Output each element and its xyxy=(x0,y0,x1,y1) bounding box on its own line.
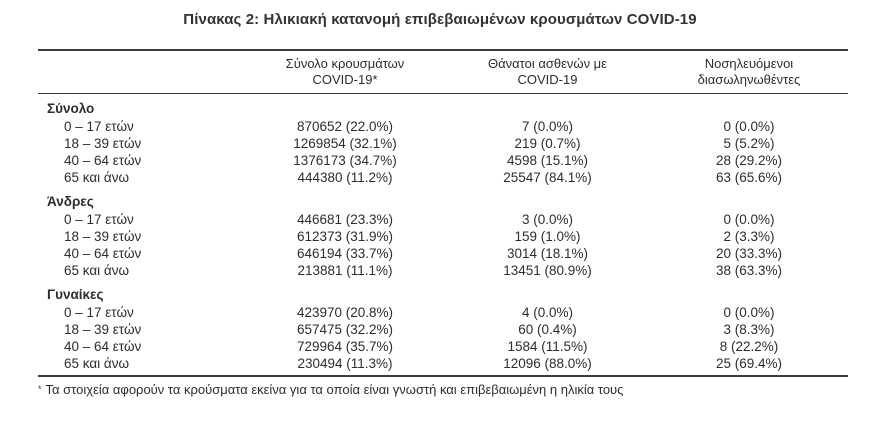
col-header-empty xyxy=(38,56,245,88)
table-body: Σύνολο 0 – 17 ετών 870652 (22.0%) 7 (0.0… xyxy=(38,94,848,375)
age-group-label: 18 – 39 ετών xyxy=(64,322,142,337)
cases-cell: 230494 (11.3%) xyxy=(297,356,393,371)
table-row: 0 – 17 ετών 446681 (23.3%) 3 (0.0%) 0 (0… xyxy=(38,211,848,228)
cases-cell: 646194 (33.7%) xyxy=(296,246,394,261)
section-header-women: Γυναίκες xyxy=(47,287,104,302)
cases-cell: 729964 (35.7%) xyxy=(296,339,394,354)
age-distribution-table: Σύνολο κρουσμάτων COVID-19* Θάνατοι ασθε… xyxy=(38,49,848,398)
cases-cell: 1376173 (34.7%) xyxy=(293,153,397,168)
table-row: 18 – 39 ετών 657475 (32.2%) 60 (0.4%) 3 … xyxy=(38,321,848,338)
section-header-total: Σύνολο xyxy=(47,101,95,116)
deaths-cell: 3 (0.0%) xyxy=(521,212,574,227)
footnote-asterisk: * xyxy=(38,384,42,394)
intubated-cell: 25 (69.4%) xyxy=(715,356,783,371)
age-group-label: 65 και άνω xyxy=(64,263,130,278)
table-header-rule xyxy=(38,93,848,94)
intubated-cell: 0 (0.0%) xyxy=(723,305,775,320)
section-women: Γυναίκες 0 – 17 ετών 423970 (20.8%) 4 (0… xyxy=(38,286,848,372)
table-row: 65 και άνω 230494 (11.3%) 12096 (88.0%) … xyxy=(38,355,848,372)
age-group-label: 65 και άνω xyxy=(64,170,130,185)
table-row: 40 – 64 ετών 646194 (33.7%) 3014 (18.1%)… xyxy=(38,245,848,262)
col-header-deaths-line1: Θάνατοι ασθενών με xyxy=(488,56,607,71)
age-group-label: 0 – 17 ετών xyxy=(64,305,134,320)
age-group-label: 65 και άνω xyxy=(64,356,130,371)
intubated-cell: 8 (22.2%) xyxy=(719,339,779,354)
col-header-cases-line2: COVID-19* xyxy=(312,72,378,87)
age-group-label: 0 – 17 ετών xyxy=(64,212,134,227)
table-bottom-rule xyxy=(38,375,848,377)
table-row: 18 – 39 ετών 612373 (31.9%) 159 (1.0%) 2… xyxy=(38,228,848,245)
col-header-cases: Σύνολο κρουσμάτων COVID-19* xyxy=(245,56,445,88)
section-men: Άνδρες 0 – 17 ετών 446681 (23.3%) 3 (0.0… xyxy=(38,193,848,279)
col-header-intubated-line1: Νοσηλευόμενοι xyxy=(704,56,794,71)
deaths-cell: 1584 (11.5%) xyxy=(507,339,588,354)
table-row: 65 και άνω 213881 (11.1%) 13451 (80.9%) … xyxy=(38,262,848,279)
deaths-cell: 25547 (84.1%) xyxy=(503,170,592,185)
intubated-cell: 38 (63.3%) xyxy=(715,263,783,278)
cases-cell: 612373 (31.9%) xyxy=(296,229,394,244)
intubated-cell: 2 (3.3%) xyxy=(723,229,775,244)
age-group-label: 18 – 39 ετών xyxy=(64,229,142,244)
intubated-cell: 3 (8.3%) xyxy=(723,322,775,337)
col-header-cases-line1: Σύνολο κρουσμάτων xyxy=(285,56,405,71)
deaths-cell: 60 (0.4%) xyxy=(518,322,577,337)
col-header-intubated: Νοσηλευόμενοι διασωληνωθέντες xyxy=(650,56,848,88)
section-total: Σύνολο 0 – 17 ετών 870652 (22.0%) 7 (0.0… xyxy=(38,100,848,186)
intubated-cell: 5 (5.2%) xyxy=(723,136,775,151)
section-header-men: Άνδρες xyxy=(47,194,94,209)
intubated-cell: 63 (65.6%) xyxy=(715,170,783,185)
cases-cell: 446681 (23.3%) xyxy=(296,212,394,227)
table-row: 40 – 64 ετών 1376173 (34.7%) 4598 (15.1%… xyxy=(38,152,848,169)
deaths-cell: 3014 (18.1%) xyxy=(506,246,589,261)
table-row: 65 και άνω 444380 (11.2%) 25547 (84.1%) … xyxy=(38,169,848,186)
table-row: 0 – 17 ετών 870652 (22.0%) 7 (0.0%) 0 (0… xyxy=(38,118,848,135)
table-row: 0 – 17 ετών 423970 (20.8%) 4 (0.0%) 0 (0… xyxy=(38,304,848,321)
footnote-text: Τα στοιχεία αφορούν τα κρούσματα εκείνα … xyxy=(45,382,624,397)
intubated-cell: 28 (29.2%) xyxy=(715,153,783,168)
cases-cell: 1269854 (32.1%) xyxy=(293,136,397,151)
page-title: Πίνακας 2: Ηλικιακή κατανομή επιβεβαιωμέ… xyxy=(183,11,697,28)
intubated-cell: 20 (33.3%) xyxy=(715,246,783,261)
deaths-cell: 12096 (88.0%) xyxy=(503,356,592,371)
cases-cell: 657475 (32.2%) xyxy=(296,322,394,337)
age-group-label: 0 – 17 ετών xyxy=(64,119,134,134)
age-group-label: 40 – 64 ετών xyxy=(64,339,142,354)
age-group-label: 40 – 64 ετών xyxy=(64,153,142,168)
intubated-cell: 0 (0.0%) xyxy=(723,212,775,227)
deaths-cell: 13451 (80.9%) xyxy=(503,263,592,278)
cases-cell: 870652 (22.0%) xyxy=(296,119,394,134)
table-top-rule xyxy=(38,49,848,51)
intubated-cell: 0 (0.0%) xyxy=(723,119,775,134)
col-header-deaths: Θάνατοι ασθενών με COVID-19 xyxy=(445,56,650,88)
cases-cell: 444380 (11.2%) xyxy=(297,170,393,185)
table-row: 18 – 39 ετών 1269854 (32.1%) 219 (0.7%) … xyxy=(38,135,848,152)
footnote: * Τα στοιχεία αφορούν τα κρούσματα εκείνα… xyxy=(38,382,848,398)
col-header-deaths-line2: COVID-19 xyxy=(517,72,578,87)
deaths-cell: 159 (1.0%) xyxy=(514,229,581,244)
col-header-intubated-line2: διασωληνωθέντες xyxy=(697,72,801,87)
table-header-row: Σύνολο κρουσμάτων COVID-19* Θάνατοι ασθε… xyxy=(38,51,848,93)
deaths-cell: 219 (0.7%) xyxy=(514,136,581,151)
deaths-cell: 4 (0.0%) xyxy=(521,305,574,320)
deaths-cell: 4598 (15.1%) xyxy=(506,153,589,168)
deaths-cell: 7 (0.0%) xyxy=(521,119,574,134)
age-group-label: 40 – 64 ετών xyxy=(64,246,142,261)
table-row: 40 – 64 ετών 729964 (35.7%) 1584 (11.5%)… xyxy=(38,338,848,355)
cases-cell: 213881 (11.1%) xyxy=(297,263,393,278)
cases-cell: 423970 (20.8%) xyxy=(296,305,394,320)
age-group-label: 18 – 39 ετών xyxy=(64,136,142,151)
